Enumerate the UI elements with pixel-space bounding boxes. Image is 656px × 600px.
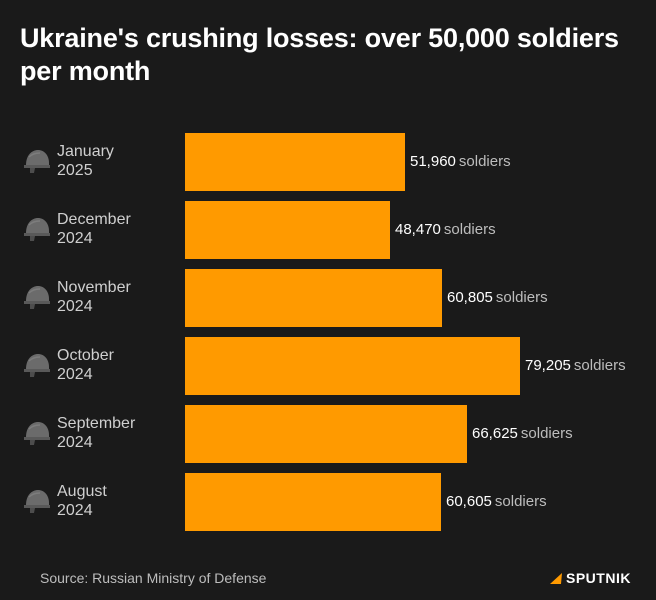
bar — [185, 473, 441, 531]
category-month: August — [57, 483, 107, 500]
soldier-helmet-icon — [22, 350, 52, 380]
category-month: November — [57, 279, 131, 296]
category-label: September 2024 — [57, 414, 135, 452]
data-unit: soldiers — [443, 221, 496, 238]
category-year: 2024 — [57, 230, 93, 247]
data-unit: soldiers — [458, 153, 511, 170]
bar — [185, 201, 390, 259]
soldier-helmet-icon — [22, 282, 52, 312]
data-value: 66,625 — [472, 425, 518, 442]
data-unit: soldiers — [520, 425, 573, 442]
data-value: 48,470 — [395, 221, 441, 238]
data-unit: soldiers — [573, 357, 626, 374]
category-year: 2025 — [57, 162, 93, 179]
bar — [185, 337, 520, 395]
category-label: November 2024 — [57, 278, 131, 316]
category-year: 2024 — [57, 502, 93, 519]
bar-row: January 2025 51,960 soldiers — [0, 133, 656, 191]
chart-title: Ukraine's crushing losses: over 50,000 s… — [20, 23, 619, 86]
soldier-helmet-icon — [22, 146, 52, 176]
bar — [185, 269, 442, 327]
bar-row: December 2024 48,470 soldiers — [0, 201, 656, 259]
data-unit: soldiers — [495, 289, 548, 306]
category-label: October 2024 — [57, 346, 114, 384]
category-year: 2024 — [57, 366, 93, 383]
source-note: Source: Russian Ministry of Defense — [40, 570, 267, 586]
data-value: 60,805 — [447, 289, 493, 306]
bar-row: October 2024 79,205 soldiers — [0, 337, 656, 395]
bar — [185, 405, 467, 463]
category-label: December 2024 — [57, 210, 131, 248]
bar-row: September 2024 66,625 soldiers — [0, 405, 656, 463]
soldier-helmet-icon — [22, 214, 52, 244]
sputnik-logo-icon — [549, 573, 566, 584]
bar-row: November 2024 60,805 soldiers — [0, 269, 656, 327]
data-label: 79,205 soldiers — [525, 356, 626, 376]
brand-logo: SPUTNIK — [549, 570, 631, 586]
bar-row: August 2024 60,605 soldiers — [0, 473, 656, 531]
data-label: 60,805 soldiers — [447, 288, 548, 308]
category-month: September — [57, 415, 136, 432]
bar — [185, 133, 405, 191]
brand-name: SPUTNIK — [566, 570, 631, 586]
category-month: January — [57, 143, 114, 160]
data-value: 60,605 — [446, 493, 492, 510]
data-label: 60,605 soldiers — [446, 492, 547, 512]
category-month: December — [57, 211, 131, 228]
category-label: August 2024 — [57, 482, 107, 520]
data-label: 51,960 soldiers — [410, 152, 511, 172]
data-value: 51,960 — [410, 153, 456, 170]
data-unit: soldiers — [494, 493, 547, 510]
data-label: 66,625 soldiers — [472, 424, 573, 444]
soldier-helmet-icon — [22, 486, 52, 516]
data-label: 48,470 soldiers — [395, 220, 496, 240]
data-value: 79,205 — [525, 357, 571, 374]
soldier-helmet-icon — [22, 418, 52, 448]
category-year: 2024 — [57, 298, 93, 315]
category-month: October — [57, 347, 114, 364]
category-year: 2024 — [57, 434, 93, 451]
category-label: January 2025 — [57, 142, 114, 180]
